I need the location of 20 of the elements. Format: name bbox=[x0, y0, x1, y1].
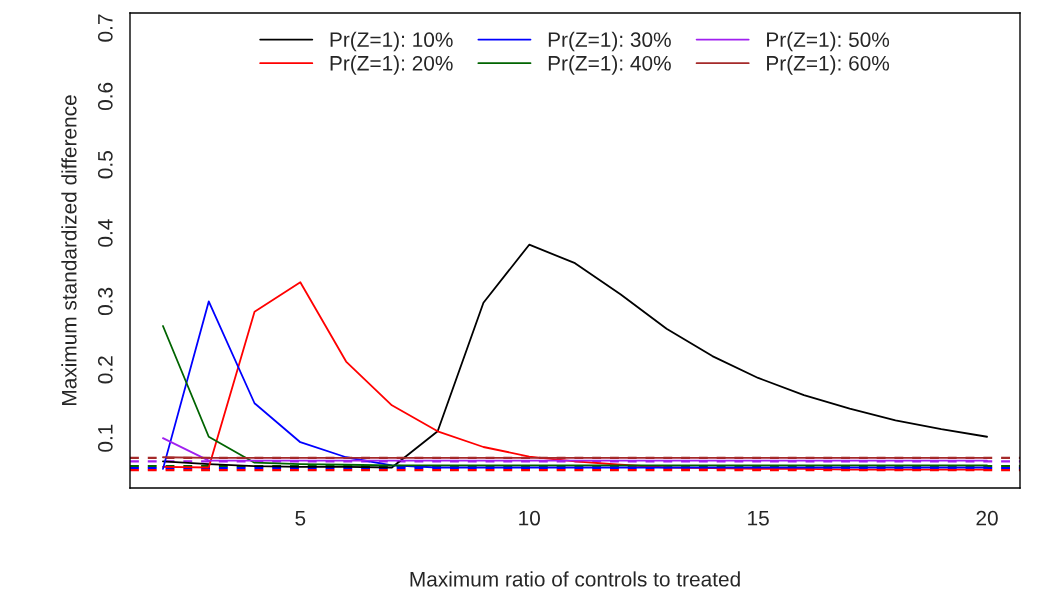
x-tick-label: 15 bbox=[748, 510, 769, 526]
x-tick-label: 20 bbox=[976, 510, 998, 526]
y-tick-label: 0.6 bbox=[97, 82, 113, 111]
legend-label: Pr(Z=1): 20% bbox=[330, 55, 453, 75]
legend-label: Pr(Z=1): 60% bbox=[767, 55, 890, 75]
legend-label: Pr(Z=1): 50% bbox=[767, 31, 890, 52]
y-tick-label: 0.2 bbox=[97, 356, 113, 384]
x-tick-label: 5 bbox=[295, 510, 306, 526]
legend-label: Pr(Z=1): 40% bbox=[548, 55, 671, 75]
y-tick-label: 0.7 bbox=[97, 14, 113, 42]
legend-label: Pr(Z=1): 30% bbox=[548, 31, 671, 52]
y-tick-label: 0.4 bbox=[97, 219, 113, 247]
y-tick-label: 0.1 bbox=[97, 424, 113, 452]
y-tick-label: 0.5 bbox=[97, 151, 113, 179]
y-tick-label: 0.3 bbox=[97, 287, 113, 316]
y-axis-title: Maximum standardized difference bbox=[61, 95, 77, 405]
legend-label: Pr(Z=1): 10% bbox=[330, 31, 453, 52]
line-series bbox=[162, 243, 988, 469]
x-axis-title: Maximum ratio of controls to treated bbox=[410, 571, 740, 587]
x-tick-label: 10 bbox=[519, 510, 540, 526]
